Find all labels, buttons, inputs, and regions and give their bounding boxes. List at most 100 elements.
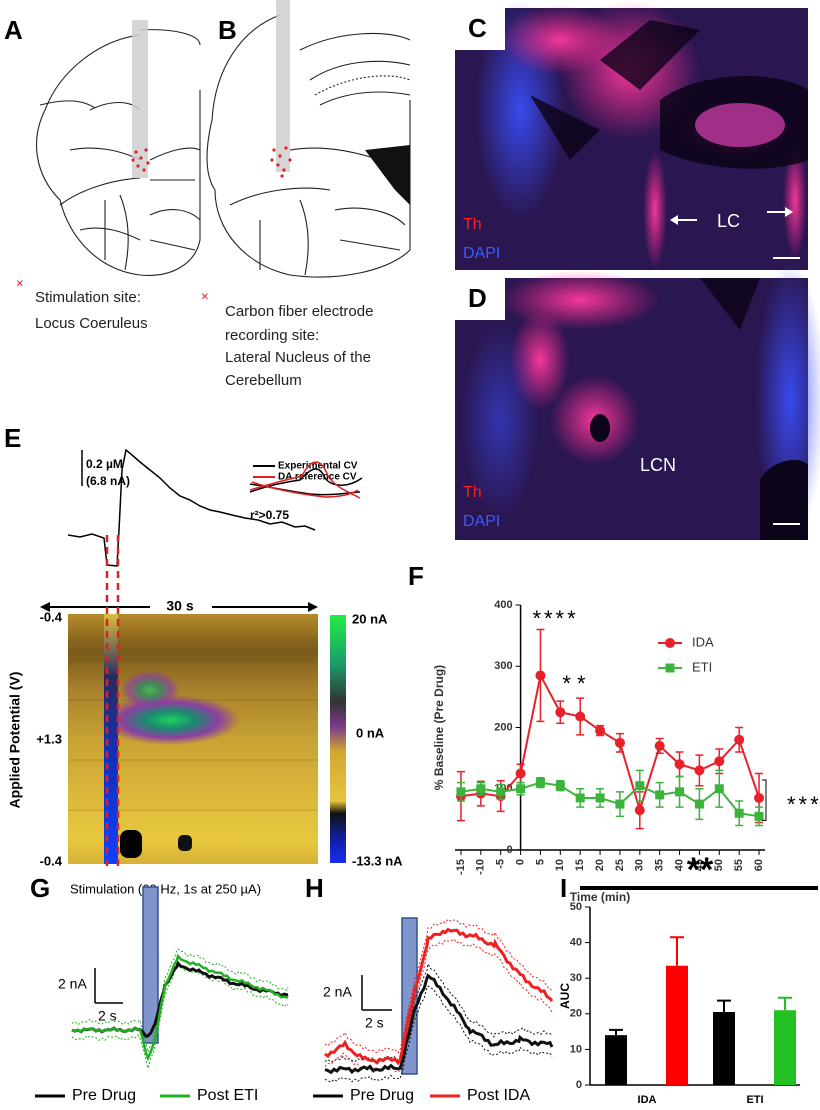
trace — [71, 960, 289, 1038]
colorbar-label: 0 nA — [356, 725, 385, 740]
marker — [575, 793, 585, 803]
trace — [324, 985, 553, 1083]
marker — [615, 799, 625, 809]
trace — [324, 973, 554, 1075]
marker — [614, 737, 625, 748]
panel-label: G — [30, 873, 50, 903]
bracket — [762, 779, 767, 821]
panel-label: A — [4, 15, 23, 45]
y-tick-label: 200 — [494, 721, 512, 733]
trace — [324, 962, 553, 1063]
scale-label: 2 s — [98, 1008, 117, 1024]
panel-e: 0.2 µM (6.8 nA) Experimental CV DA refer… — [7, 448, 403, 896]
x-tick-label: 60 — [753, 859, 765, 871]
stimulation-label: Stimulation (60 Hz, 1s at 250 µA) — [70, 881, 261, 896]
marker — [714, 756, 725, 767]
stain-label: DAPI — [463, 513, 500, 530]
legend-marker — [665, 663, 675, 673]
stain-label: Th — [463, 484, 482, 501]
marker-symbol: × — [16, 275, 24, 290]
x-tick-label: 50 — [713, 859, 725, 871]
error-bar — [717, 999, 731, 1013]
dopamine-trace — [67, 448, 316, 567]
caption: Lateral Nucleus of the — [225, 349, 371, 366]
cv-legend: DA reference CV — [278, 472, 357, 483]
significance: **** — [532, 606, 578, 631]
y-tick-label: 20 — [570, 1008, 582, 1020]
x-tick-label: 40 — [673, 859, 685, 871]
marker — [694, 765, 705, 776]
caption: Stimulation site: — [35, 289, 141, 306]
y-tick-label: 400 — [494, 599, 512, 611]
marker — [654, 740, 665, 751]
panel-g: 2 nA 2 s Pre Drug Post ETI — [35, 886, 258, 1104]
axis-title: Applied Potential (V) — [7, 672, 23, 809]
marker-symbol: × — [201, 288, 209, 303]
panel-label: E — [4, 423, 21, 453]
marker — [655, 790, 665, 800]
scale-label: 0.2 µM — [86, 457, 123, 471]
legend-label: Post ETI — [197, 1087, 258, 1104]
legend-label: Post IDA — [467, 1087, 530, 1104]
time-course-chart: 0100200300400-15-10-50510152025303540455… — [432, 599, 820, 904]
x-tick-label: 20 — [594, 859, 606, 871]
marker — [535, 670, 546, 681]
marker — [595, 725, 606, 736]
bar — [605, 1035, 627, 1085]
x-tick-label: ETI — [746, 1094, 763, 1106]
y-tick-label: 50 — [570, 901, 582, 913]
y-tick-label: 40 — [570, 937, 582, 949]
significance: **** — [787, 792, 820, 817]
marker — [516, 784, 526, 794]
trace — [324, 927, 554, 1066]
caption: recording site: — [225, 327, 319, 344]
x-tick-label: IDA — [638, 1094, 657, 1106]
colorbar — [330, 615, 346, 863]
x-axis-title: Time (min) — [570, 890, 630, 904]
series-line — [460, 672, 760, 814]
x-tick-label: 25 — [614, 859, 626, 871]
panel-label: F — [408, 561, 424, 591]
x-tick-label: 10 — [554, 859, 566, 871]
marker — [694, 799, 704, 809]
caption: Cerebellum — [225, 372, 302, 389]
stain-label: Th — [463, 216, 482, 233]
x-tick-label: 35 — [654, 859, 666, 871]
duration-label: 30 s — [166, 598, 193, 614]
region-label: LC — [717, 211, 740, 231]
panel-label: C — [468, 13, 487, 43]
scale-label: 2 nA — [58, 976, 87, 992]
colorbar-label: 20 nA — [352, 611, 388, 626]
significance: * * — [562, 671, 586, 696]
trace — [324, 918, 553, 1054]
cv-legend: Experimental CV — [278, 461, 358, 472]
x-tick-label: 30 — [634, 859, 646, 871]
x-tick-label: 55 — [733, 859, 745, 871]
y-tick-label: 0 — [576, 1079, 582, 1091]
scale-label: (6.8 nA) — [86, 474, 130, 488]
trace — [324, 938, 553, 1074]
marker — [555, 781, 565, 791]
panel-label: B — [218, 15, 237, 45]
x-tick-label: -15 — [455, 859, 467, 875]
bar — [774, 1010, 796, 1085]
region-label: LCN — [640, 455, 676, 475]
x-tick-label: 45 — [693, 859, 705, 871]
potential-tick: -0.4 — [40, 853, 63, 868]
bar — [713, 1012, 735, 1085]
x-tick-label: 15 — [574, 859, 586, 871]
micrograph-c — [455, 0, 808, 270]
y-axis-title: % Baseline (Pre Drug) — [432, 665, 446, 790]
marker — [635, 781, 645, 791]
brain-atlas-a — [36, 20, 201, 276]
y-tick-label: 30 — [570, 972, 582, 984]
micrograph-d — [455, 260, 820, 540]
legend-label: IDA — [692, 634, 714, 649]
x-tick-label: 5 — [534, 859, 546, 865]
marker — [674, 759, 685, 770]
potential-tick: +1.3 — [36, 731, 62, 746]
scale-label: 2 s — [365, 1015, 384, 1031]
legend-label: Pre Drug — [350, 1087, 414, 1104]
colorbar-label: -13.3 nA — [352, 853, 403, 868]
